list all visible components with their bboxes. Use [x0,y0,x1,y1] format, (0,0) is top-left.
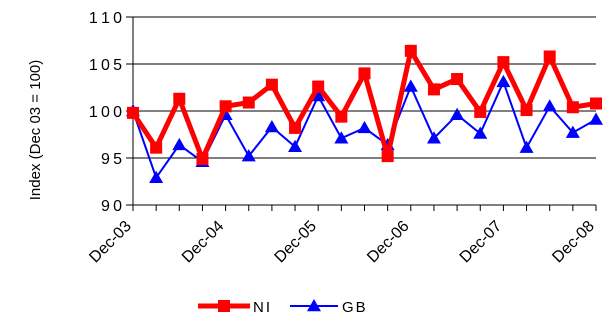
point-gb-1 [149,170,164,183]
point-gb-16 [496,74,511,88]
point-gb-20 [589,112,603,125]
legend-marker-ni [218,300,230,312]
point-gb-5 [241,149,256,162]
legend: NI GB [198,299,368,316]
point-ni-6 [265,78,278,91]
point-ni-12 [404,44,417,57]
point-gb-12 [403,79,418,92]
y-tick-label-3: 1 0 5 [89,57,122,74]
point-gb-6 [264,119,279,133]
x-tick-label-1: Dec-04 [179,218,228,267]
point-ni-13 [427,83,440,96]
x-tick-label-2: Dec-05 [272,218,321,267]
y-tick-label-0: 9 0 [101,198,122,215]
y-tick-label-2: 1 0 0 [89,104,122,121]
point-ni-10 [358,67,371,80]
point-ni-5 [242,96,255,109]
y-tick-label-4: 1 1 0 [89,10,122,27]
series-layer [126,44,603,183]
legend-label-ni: NI [253,299,272,316]
point-gb-14 [450,107,465,121]
point-ni-14 [451,73,464,86]
y-tick-labels: 9 0 9 5 1 0 0 1 0 5 1 1 0 [89,10,122,215]
x-tick-label-5: Dec-08 [549,218,598,267]
point-ni-8 [312,80,325,93]
point-ni-0 [127,106,139,119]
legend-marker-gb [307,299,321,312]
point-gb-19 [565,125,580,138]
point-ni-20 [590,97,602,110]
point-gb-17 [519,140,534,153]
point-ni-15 [474,105,487,118]
point-gb-10 [357,120,372,134]
legend-label-gb: GB [342,299,368,316]
y-tick-label-1: 9 5 [101,151,122,168]
point-ni-1 [150,141,163,154]
point-ni-11 [381,150,394,163]
point-gb-18 [542,99,557,112]
y-axis-title: Index (Dec 03 = 100) [27,60,44,201]
point-ni-4 [219,100,232,113]
point-ni-18 [543,50,556,63]
legend-item-ni: NI [198,299,272,316]
point-gb-7 [288,139,303,152]
point-ni-7 [289,121,302,134]
point-gb-2 [172,137,187,151]
series-gb [126,74,603,183]
point-ni-9 [335,110,348,123]
x-tick-label-0: Dec-03 [86,218,135,267]
point-gb-15 [473,126,488,139]
series-ni [127,44,602,166]
x-tick-label-3: Dec-06 [364,218,413,267]
legend-item-gb: GB [290,299,368,316]
point-ni-3 [196,152,209,165]
point-ni-17 [520,104,533,117]
point-ni-2 [173,92,186,105]
x-tick-labels: Dec-03 Dec-04 Dec-05 Dec-06 Dec-07 Dec-08 [86,218,598,267]
point-gb-8 [311,88,326,102]
point-gb-9 [334,131,349,144]
point-gb-13 [426,131,441,144]
point-ni-19 [566,101,579,114]
axes [126,16,597,211]
point-ni-16 [497,56,510,69]
x-tick-label-4: Dec-07 [457,218,506,267]
gridlines [133,16,596,159]
